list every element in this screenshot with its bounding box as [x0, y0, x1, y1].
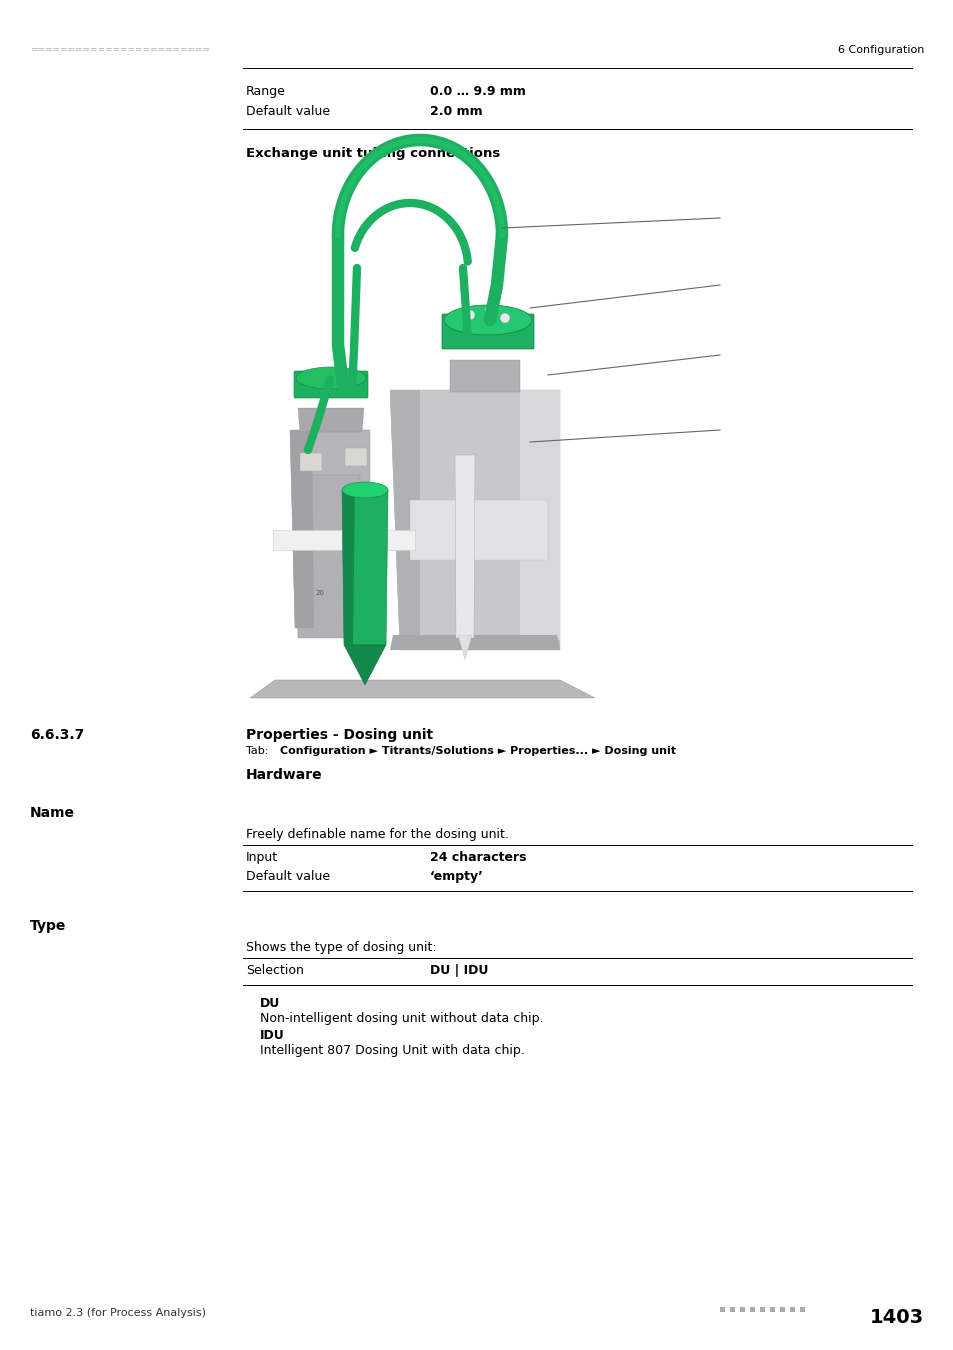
- Text: Input: Input: [246, 850, 278, 864]
- Polygon shape: [273, 531, 415, 549]
- Circle shape: [499, 313, 510, 323]
- Text: tiamo 2.3 (for Process Analysis): tiamo 2.3 (for Process Analysis): [30, 1308, 206, 1318]
- Polygon shape: [457, 634, 472, 660]
- Text: Shows the type of dosing unit:: Shows the type of dosing unit:: [246, 941, 436, 954]
- Text: 24 characters: 24 characters: [430, 850, 526, 864]
- Polygon shape: [390, 634, 559, 649]
- Polygon shape: [290, 431, 314, 628]
- Bar: [720, 1307, 724, 1312]
- Ellipse shape: [295, 367, 366, 389]
- Bar: [789, 1307, 794, 1312]
- Ellipse shape: [341, 482, 388, 498]
- Text: ‘empty’: ‘empty’: [430, 869, 483, 883]
- Polygon shape: [290, 431, 370, 628]
- Bar: [769, 1307, 774, 1312]
- Text: Configuration ► Titrants/Solutions ► Properties... ► Dosing unit: Configuration ► Titrants/Solutions ► Pro…: [280, 747, 676, 756]
- Text: Selection: Selection: [246, 964, 304, 977]
- Text: 6 Configuration: 6 Configuration: [837, 45, 923, 55]
- Polygon shape: [250, 680, 595, 698]
- Text: Intelligent 807 Dosing Unit with data chip.: Intelligent 807 Dosing Unit with data ch…: [260, 1044, 524, 1057]
- Text: Range: Range: [246, 85, 286, 99]
- Ellipse shape: [443, 305, 532, 335]
- Text: 0.0 … 9.9 mm: 0.0 … 9.9 mm: [430, 85, 525, 99]
- Polygon shape: [519, 390, 559, 640]
- Text: IDU: IDU: [260, 1029, 284, 1042]
- Bar: [800, 1307, 804, 1312]
- Polygon shape: [297, 408, 364, 432]
- Polygon shape: [410, 500, 547, 560]
- Polygon shape: [390, 390, 559, 649]
- Text: DU: DU: [260, 998, 280, 1010]
- Text: Name: Name: [30, 806, 75, 819]
- Bar: [740, 1307, 744, 1312]
- Text: ========================: ========================: [30, 45, 210, 54]
- Bar: [729, 1307, 734, 1312]
- Text: Non-intelligent dosing unit without data chip.: Non-intelligent dosing unit without data…: [260, 1012, 543, 1025]
- Bar: [780, 1307, 784, 1312]
- Circle shape: [464, 310, 475, 320]
- Text: Properties - Dosing unit: Properties - Dosing unit: [246, 728, 433, 743]
- Text: 2.0 mm: 2.0 mm: [430, 105, 482, 117]
- Text: Hardware: Hardware: [246, 768, 322, 782]
- Circle shape: [484, 305, 495, 315]
- Text: Exchange unit tubing connections: Exchange unit tubing connections: [246, 147, 499, 161]
- Text: 20: 20: [315, 590, 324, 595]
- Text: Default value: Default value: [246, 105, 330, 117]
- Text: Default value: Default value: [246, 869, 330, 883]
- Polygon shape: [390, 390, 419, 649]
- Bar: [299, 454, 322, 471]
- Text: 1403: 1403: [869, 1308, 923, 1327]
- Text: Freely definable name for the dosing unit.: Freely definable name for the dosing uni…: [246, 828, 508, 841]
- Text: DU | IDU: DU | IDU: [430, 964, 488, 977]
- Bar: [760, 1307, 764, 1312]
- Bar: [345, 448, 367, 466]
- Bar: [749, 1307, 754, 1312]
- Polygon shape: [294, 475, 359, 639]
- Polygon shape: [450, 360, 519, 392]
- Polygon shape: [341, 490, 388, 645]
- FancyBboxPatch shape: [294, 371, 368, 398]
- Polygon shape: [455, 455, 475, 639]
- Polygon shape: [341, 490, 355, 645]
- Text: Tab:: Tab:: [246, 747, 268, 756]
- Text: 6.6.3.7: 6.6.3.7: [30, 728, 84, 743]
- FancyBboxPatch shape: [441, 315, 534, 350]
- Polygon shape: [344, 645, 386, 684]
- Text: Type: Type: [30, 919, 67, 933]
